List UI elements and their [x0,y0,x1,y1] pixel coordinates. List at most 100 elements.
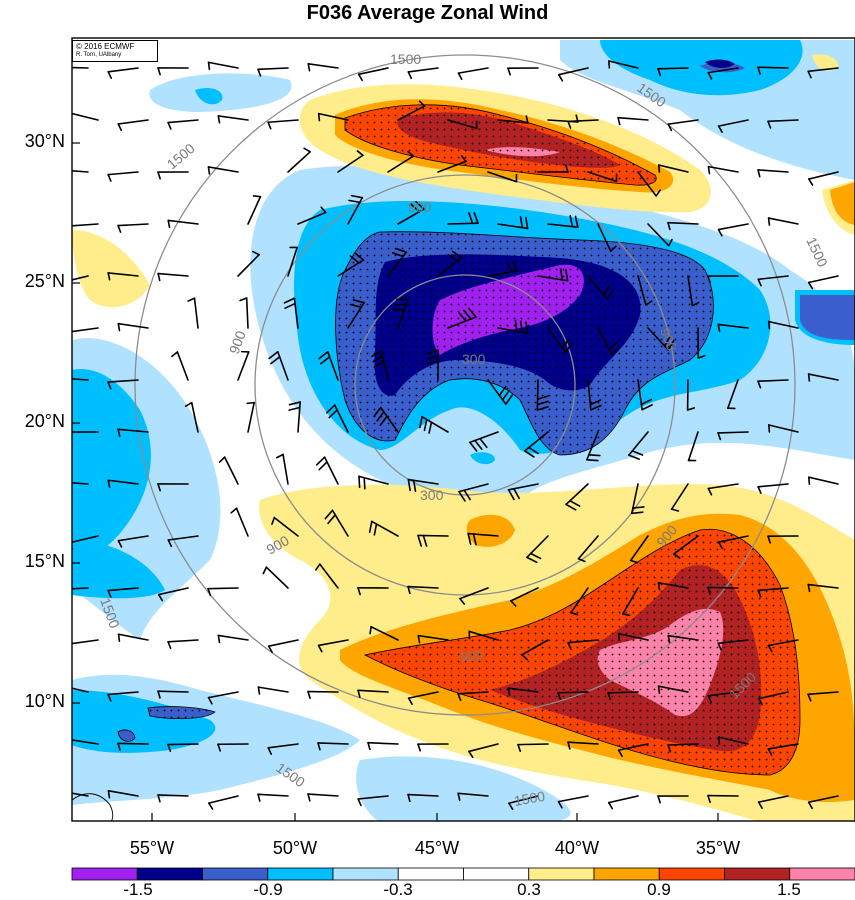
ring-label-inner-bottom: 300 [420,487,444,503]
wind-barb [317,742,349,745]
wind-barb-feather [807,373,811,382]
wind-barb-feather [629,559,639,564]
colorbar-label-1: -0.9 [253,880,283,899]
wind-barb-feather [667,123,673,132]
wind-barb-feather [217,634,221,644]
wind-barb-feather [208,802,214,810]
wind-barb [457,67,489,74]
wind-barb-feather [717,736,721,745]
wind-barb-feather [507,67,512,76]
wind-barb [757,483,789,488]
range-ring-outer [134,54,796,716]
wind-barb-feather [463,309,472,320]
wind-barb [570,587,589,614]
wind-barb-feather [373,523,378,536]
wind-barb-feather [667,238,673,247]
wind-barb-feather [609,245,617,252]
lat-label-30n: 30°N [24,131,65,151]
wind-barb [319,563,339,589]
wind-barb-feather [536,395,549,400]
wind-barb [157,794,189,797]
wind-barb-feather [565,503,577,511]
wind-barb-feather [271,516,276,525]
wind-barb [807,67,839,73]
wind-barb [667,634,699,641]
wind-barb-feather [315,563,321,571]
wind-barb-feather [767,320,771,330]
wind-barb-feather [257,686,261,695]
wind-barb-feather [58,791,59,798]
wind-barb-feather [58,589,60,596]
wind-barb-feather [507,488,515,501]
wind-barb-feather [426,349,440,355]
wind-barb-feather [369,625,372,635]
wind-barb-feather [767,120,772,129]
colorbar-swatch [397,867,464,881]
wind-barb-feather [372,355,384,363]
wind-barb-feather [58,170,60,177]
wind-barb-feather [505,394,514,405]
range-rings [134,54,796,716]
wind-barb [417,634,449,641]
wind-barb [617,743,649,751]
wind-barb [207,166,239,173]
wind-barb-feather [691,301,700,307]
wind-barb-feather [717,432,722,441]
wind-barb-feather [514,319,518,333]
wind-barb [265,566,289,589]
wind-barb-feather [468,212,474,225]
wind-barb-feather [418,416,423,429]
wind-barb-feather [807,801,813,810]
wind-barb [667,743,699,746]
colorbar-swatch [789,867,855,881]
wind-barb-feather [262,566,268,575]
wind-barb [468,743,499,753]
wind-barb [497,119,529,124]
wind-barb [717,639,749,645]
wind-barb [387,155,415,173]
wind-barb-feather [658,164,661,173]
wind-barb-feather [757,278,762,287]
wind-barb-feather [357,586,361,596]
credit-line-1: © 2016 ECMWF [76,42,135,51]
wind-barb-feather [459,597,466,605]
wind-barb-feather [218,456,226,463]
wind-barb [107,691,139,696]
wind-barb-feather [417,743,421,752]
wind-barb [157,587,189,596]
wind-barb-feather [588,454,601,457]
wind-barb-feather [498,385,507,397]
wind-barb-feather [717,125,723,133]
wind-barb-feather [767,535,772,544]
wind-barb [72,639,99,645]
wind-barb-feather [317,112,321,122]
wind-barb-feather [768,424,771,433]
wind-barb-feather [117,123,123,132]
wind-barb-feather [657,685,661,694]
wind-barb-feather [707,275,711,284]
wind-barb [717,431,749,434]
wind-barb-feather [519,320,524,334]
lat-label-15n: 15°N [24,551,65,571]
wind-barb [687,275,694,307]
wind-barb-feather [807,281,814,290]
wind-barb-feather [320,356,331,365]
colorbar-swatch [71,867,138,881]
wind-barb-feather [58,482,60,489]
ring-label-middle-left: 900 [226,328,249,356]
wind-barb-feather [507,687,511,696]
wind-barb-feather [239,297,248,302]
wind-barb [223,456,239,485]
wind-barb-feather [184,401,193,407]
wind-barb-feather [717,228,723,237]
wind-barb-feather [757,380,762,389]
wind-barb-feather [423,418,428,432]
wind-barb-feather [107,479,111,488]
wind-barb-feather [622,613,631,617]
wind-barb-feather [307,62,311,72]
wind-barb [72,170,89,173]
wind-barb-feather [757,697,764,706]
wind-barb-feather [506,261,514,273]
wind-barb [407,793,439,797]
wind-barb-feather [217,115,221,124]
